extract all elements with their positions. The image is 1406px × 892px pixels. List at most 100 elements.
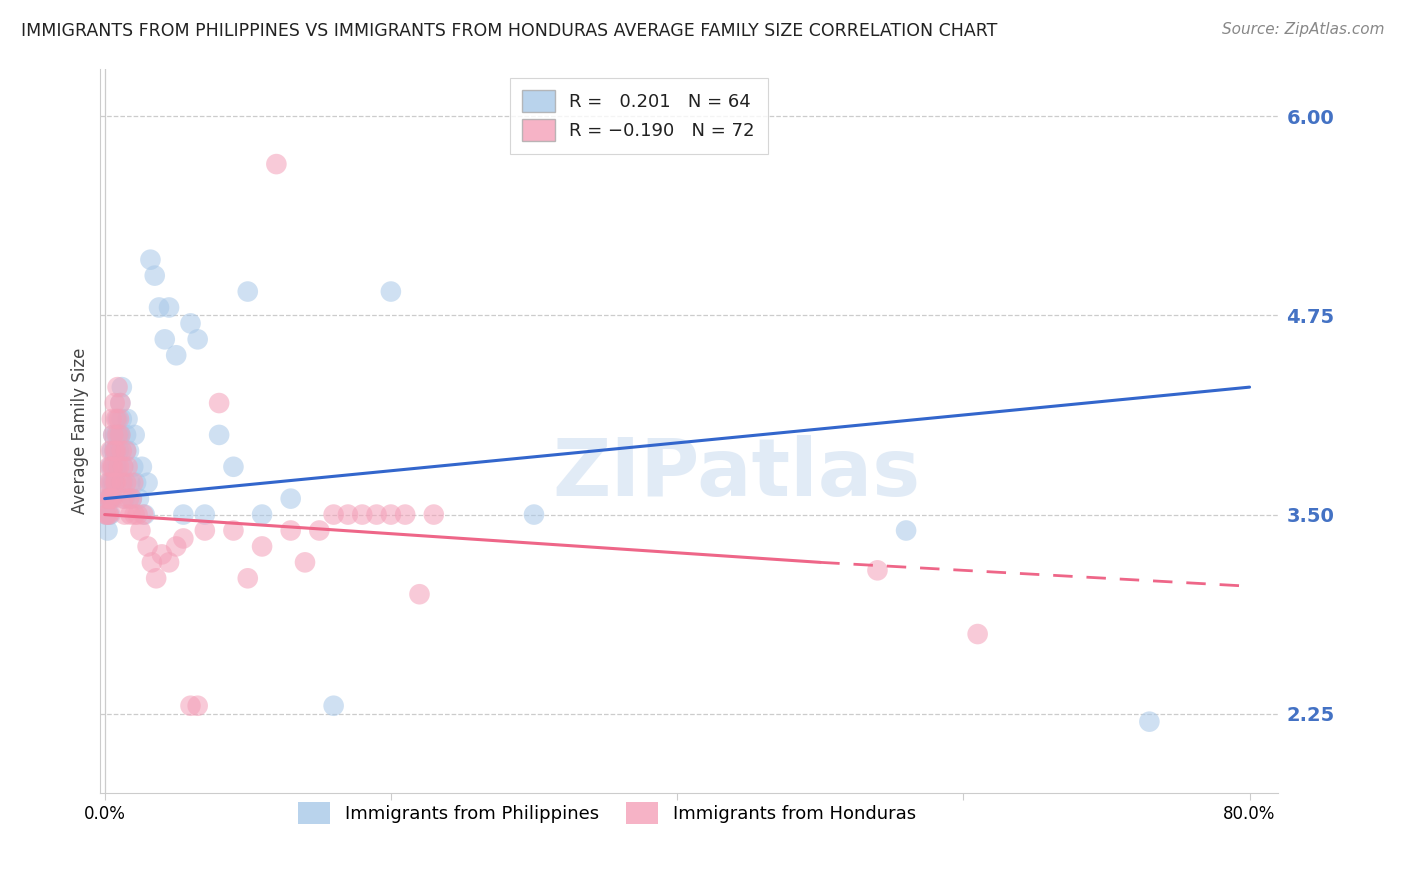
Point: [172, 532, 194, 546]
Point: [336, 508, 359, 522]
Point: [97, 491, 120, 506]
Point: [408, 587, 430, 601]
Point: [236, 571, 259, 585]
Point: [110, 428, 132, 442]
Point: [98, 459, 121, 474]
Point: [165, 348, 187, 362]
Point: [96, 508, 118, 522]
Point: [108, 459, 131, 474]
Point: [366, 508, 388, 522]
Point: [179, 698, 201, 713]
Point: [112, 475, 135, 490]
Point: [236, 285, 259, 299]
Point: [380, 285, 402, 299]
Point: [101, 491, 124, 506]
Point: [104, 443, 127, 458]
Point: [110, 396, 132, 410]
Point: [179, 317, 201, 331]
Point: [187, 698, 209, 713]
Point: [380, 508, 402, 522]
Point: [110, 396, 132, 410]
Point: [107, 428, 129, 442]
Point: [122, 475, 145, 490]
Point: [103, 475, 125, 490]
Point: [115, 443, 138, 458]
Y-axis label: Average Family Size: Average Family Size: [72, 348, 89, 514]
Point: [322, 508, 344, 522]
Point: [894, 524, 917, 538]
Point: [322, 698, 344, 713]
Point: [107, 459, 129, 474]
Point: [127, 508, 149, 522]
Point: [98, 475, 121, 490]
Point: [111, 412, 134, 426]
Point: [121, 491, 143, 506]
Point: [97, 459, 120, 474]
Point: [104, 443, 127, 458]
Point: [97, 508, 120, 522]
Point: [280, 491, 302, 506]
Point: [105, 459, 128, 474]
Point: [103, 459, 125, 474]
Point: [101, 412, 124, 426]
Point: [103, 459, 125, 474]
Legend: Immigrants from Philippines, Immigrants from Honduras: Immigrants from Philippines, Immigrants …: [287, 791, 927, 835]
Point: [114, 508, 136, 522]
Point: [250, 540, 273, 554]
Point: [101, 491, 124, 506]
Point: [115, 443, 138, 458]
Point: [145, 571, 167, 585]
Point: [250, 508, 273, 522]
Point: [222, 459, 245, 474]
Point: [523, 508, 546, 522]
Point: [101, 475, 124, 490]
Point: [125, 475, 148, 490]
Point: [104, 475, 127, 490]
Point: [112, 491, 135, 506]
Point: [111, 475, 134, 490]
Point: [866, 563, 889, 577]
Text: Source: ZipAtlas.com: Source: ZipAtlas.com: [1222, 22, 1385, 37]
Point: [122, 459, 145, 474]
Point: [98, 491, 121, 506]
Point: [120, 508, 142, 522]
Point: [120, 475, 142, 490]
Point: [97, 491, 120, 506]
Point: [153, 332, 176, 346]
Point: [101, 459, 124, 474]
Point: [104, 396, 127, 410]
Point: [111, 443, 134, 458]
Point: [187, 332, 209, 346]
Point: [148, 301, 170, 315]
Point: [96, 491, 118, 506]
Point: [423, 508, 446, 522]
Point: [208, 396, 231, 410]
Point: [294, 555, 316, 569]
Point: [117, 459, 139, 474]
Point: [136, 540, 159, 554]
Point: [136, 475, 159, 490]
Point: [98, 443, 121, 458]
Point: [115, 428, 138, 442]
Point: [107, 380, 129, 394]
Point: [280, 524, 302, 538]
Point: [157, 301, 180, 315]
Point: [165, 540, 187, 554]
Point: [124, 428, 146, 442]
Point: [103, 491, 125, 506]
Point: [97, 508, 120, 522]
Point: [104, 475, 127, 490]
Point: [105, 475, 128, 490]
Point: [1137, 714, 1160, 729]
Point: [110, 428, 132, 442]
Point: [118, 443, 141, 458]
Point: [103, 428, 125, 442]
Point: [96, 475, 118, 490]
Point: [121, 491, 143, 506]
Point: [107, 412, 129, 426]
Point: [308, 524, 330, 538]
Point: [111, 380, 134, 394]
Point: [98, 508, 121, 522]
Text: IMMIGRANTS FROM PHILIPPINES VS IMMIGRANTS FROM HONDURAS AVERAGE FAMILY SIZE CORR: IMMIGRANTS FROM PHILIPPINES VS IMMIGRANT…: [21, 22, 997, 40]
Point: [105, 428, 128, 442]
